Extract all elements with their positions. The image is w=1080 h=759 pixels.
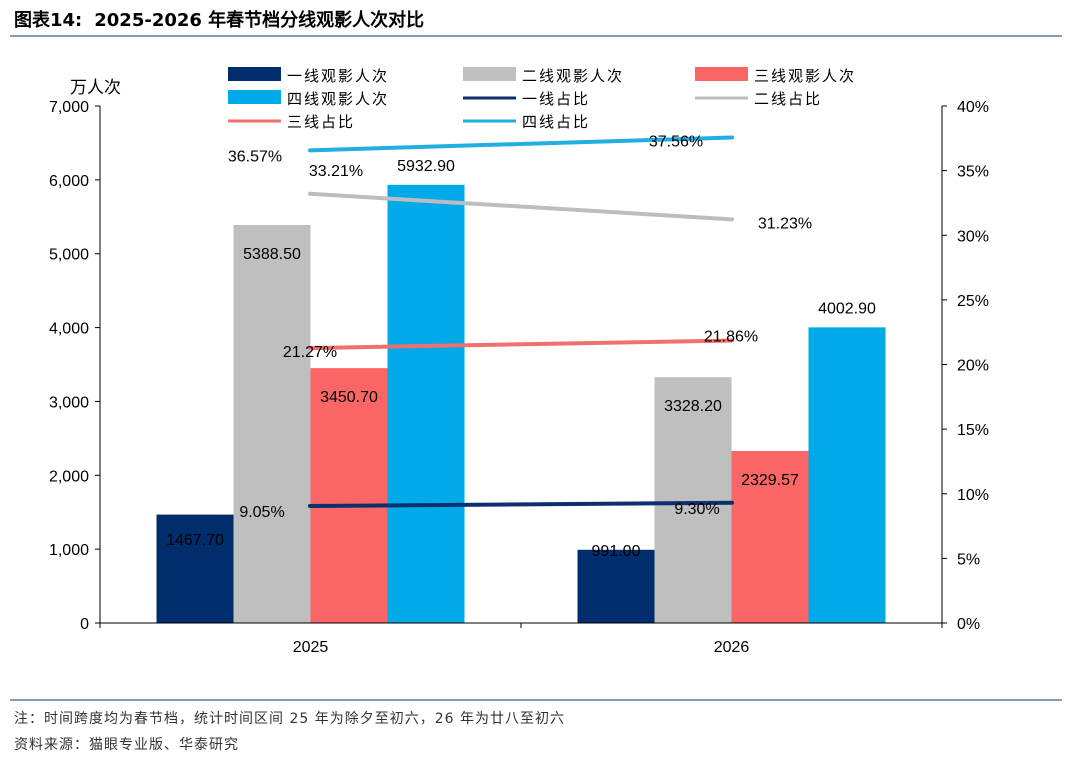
x-tick-label: 2026 [714,639,750,656]
y-right-tick-label: 0% [957,616,980,633]
y-left-tick-label: 6,000 [49,173,89,190]
y-right-tick-label: 10% [957,487,989,504]
y-left-tick-label: 4,000 [49,321,89,338]
legend-label: 二线观影人次 [522,67,624,85]
series-line [308,338,734,351]
y-left-tick-label: 7,000 [49,99,89,116]
y-left-tick-label: 0 [80,616,89,633]
y-left-tick-label: 5,000 [49,247,89,264]
y-right-tick-label: 25% [957,293,989,310]
bar [731,450,809,623]
bar-data-label: 4002.90 [818,300,876,317]
footnote: 注：时间跨度均为春节档，统计时间区间 25 年为除夕至初六，26 年为廿八至初六 [14,711,565,727]
legend-label: 四线观影人次 [287,90,389,108]
figure-title-text: 2025-2026 年春节档分线观影人次对比 [94,10,425,31]
bar [156,514,234,623]
series-line [308,191,734,222]
line-data-label: 21.27% [283,344,337,361]
legend-swatch [695,67,748,81]
y-right-tick-label: 30% [957,228,989,245]
lines-layer [308,135,734,509]
figure-title: 图表14: 2025-2026 年春节档分线观影人次对比 [14,6,424,32]
title-divider [10,35,1062,37]
y-left-tick-label: 1,000 [49,542,89,559]
x-tick-label: 2025 [293,639,329,656]
y-left-tick-label: 3,000 [49,394,89,411]
legend-label: 四线占比 [522,113,590,131]
bar-data-label: 991.00 [592,543,641,560]
legend-label: 三线占比 [287,113,355,131]
chart: 0 1,000 2,000 3,000 4,000 5,000 6,000 7,000 0% 5%… [49,67,989,656]
data-labels-layer: 1467.70 991.00 5388.50 3328.20 3450.70 2329.5… [166,134,876,560]
line-data-label: 36.57% [228,148,282,165]
bar-data-label: 3450.70 [320,389,378,406]
bar-data-label: 1467.70 [166,532,224,549]
footer-divider [10,699,1062,701]
bar-data-label: 5932.90 [397,158,455,175]
source-note: 资料来源：猫眼专业版、华泰研究 [14,737,239,753]
legend-label: 一线观影人次 [287,67,389,85]
y-right-tick-label: 35% [957,164,989,181]
y-right-tick-label: 40% [957,99,989,116]
y-right-tick-label: 5% [957,551,980,568]
figure-label: 图表14: [14,10,83,31]
line-data-label: 31.23% [758,215,812,232]
legend-label: 一线占比 [522,90,590,108]
legend-label: 二线占比 [754,90,822,108]
bar [577,549,655,623]
line-data-label: 33.21% [309,163,363,180]
legend-label: 三线观影人次 [754,67,856,85]
legend-swatch [228,67,281,81]
line-data-label: 37.56% [649,134,703,151]
series-line [308,135,734,153]
bar [808,327,886,623]
bar [654,377,732,623]
bars-layer [156,184,886,623]
legend-swatch [228,90,281,104]
bar [387,184,465,623]
bar [233,225,311,623]
y-left-tick-label: 2,000 [49,468,89,485]
bar-data-label: 3328.20 [664,398,722,415]
series-line [308,500,734,509]
y-right-tick-label: 20% [957,358,989,375]
y-right-tick-label: 15% [957,422,989,439]
y-left-axis-label: 万人次 [70,78,121,98]
line-data-label: 9.30% [674,501,719,518]
line-data-label: 21.86% [704,328,758,345]
bar-data-label: 5388.50 [243,246,301,263]
bar-data-label: 2329.57 [741,472,799,489]
legend-swatch [463,67,516,81]
bar [310,368,388,623]
axes-layer: 0 1,000 2,000 3,000 4,000 5,000 6,000 7,000 0% 5%… [49,78,989,656]
line-data-label: 9.05% [239,504,284,521]
